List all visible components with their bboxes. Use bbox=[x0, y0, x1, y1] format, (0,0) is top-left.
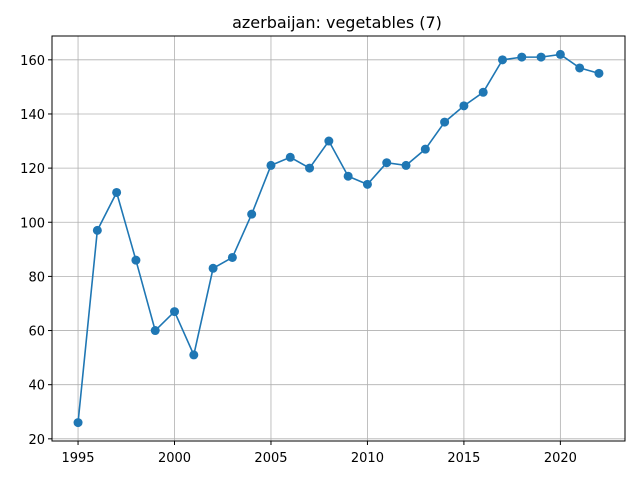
data-point-2022 bbox=[594, 68, 604, 78]
data-point-2009 bbox=[343, 171, 353, 181]
y-tick-label: 160 bbox=[20, 54, 45, 69]
data-point-2012 bbox=[401, 160, 411, 170]
y-tick-label: 40 bbox=[28, 379, 45, 394]
data-point-2007 bbox=[305, 163, 315, 173]
x-tick-label: 2000 bbox=[158, 451, 191, 466]
data-point-2003 bbox=[227, 252, 237, 262]
data-point-1997 bbox=[112, 187, 122, 197]
x-tick-label: 2005 bbox=[254, 451, 287, 466]
data-point-2021 bbox=[575, 63, 585, 73]
data-point-2013 bbox=[420, 144, 430, 154]
data-point-1998 bbox=[131, 255, 141, 265]
x-tick-label: 2020 bbox=[544, 451, 577, 466]
plot-frame bbox=[51, 35, 626, 442]
axes-layer: 1995 2000 2005 2010 2015 20202040608010012014… bbox=[20, 54, 577, 466]
x-tick-label: 2010 bbox=[351, 451, 384, 466]
series-line bbox=[77, 53, 600, 423]
y-tick-label: 60 bbox=[28, 325, 45, 340]
data-point-2006 bbox=[285, 152, 295, 162]
y-tick-label: 20 bbox=[28, 433, 45, 448]
data-point-2004 bbox=[247, 209, 257, 219]
data-point-2005 bbox=[266, 160, 276, 170]
y-tick-label: 80 bbox=[28, 270, 45, 285]
data-point-2014 bbox=[440, 117, 450, 127]
data-point-1995 bbox=[73, 418, 83, 428]
data-point-2018 bbox=[517, 52, 527, 62]
data-point-2017 bbox=[497, 55, 507, 65]
data-point-2010 bbox=[362, 179, 372, 189]
data-point-2001 bbox=[189, 350, 199, 360]
data-point-2015 bbox=[459, 101, 469, 111]
series-layer bbox=[73, 49, 604, 428]
data-point-2016 bbox=[478, 87, 488, 97]
data-point-1999 bbox=[150, 326, 160, 336]
data-point-2002 bbox=[208, 263, 218, 273]
x-tick-label: 1995 bbox=[61, 451, 94, 466]
data-point-2008 bbox=[324, 136, 334, 146]
chart-title: azerbaijan: vegetables (7) bbox=[232, 13, 442, 32]
x-tick-label: 2015 bbox=[447, 451, 480, 466]
data-point-2019 bbox=[536, 52, 546, 62]
data-point-1996 bbox=[92, 225, 102, 235]
data-point-2000 bbox=[170, 307, 180, 317]
y-tick-label: 140 bbox=[20, 108, 45, 123]
data-point-2011 bbox=[382, 158, 392, 168]
y-tick-label: 120 bbox=[20, 162, 45, 177]
y-tick-label: 100 bbox=[20, 216, 45, 231]
grid-lines bbox=[52, 36, 625, 441]
data-point-2020 bbox=[555, 49, 565, 59]
